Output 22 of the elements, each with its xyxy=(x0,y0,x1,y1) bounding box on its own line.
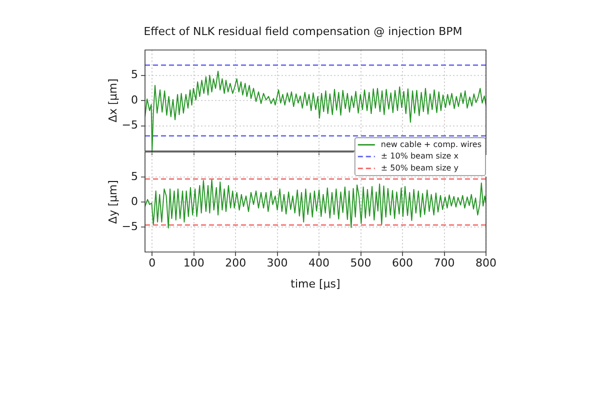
y-tick-label: −5 xyxy=(122,220,138,233)
y-tick-label: 0 xyxy=(131,194,138,208)
legend-label: new cable + comp. wires xyxy=(380,140,482,149)
legend-label: ± 10% beam size x xyxy=(380,152,459,161)
y-tick-label: 5 xyxy=(131,170,138,183)
y-tick-label: −5 xyxy=(122,118,138,132)
chart-title: Effect of NLK residual field compensation @ injection BPM xyxy=(144,24,462,38)
x-tick-label: 300 xyxy=(266,256,288,270)
x-tick-label: 400 xyxy=(308,256,330,270)
y-axis-title: Δx [μm] xyxy=(106,78,120,122)
x-tick-label: 700 xyxy=(434,256,455,270)
y-tick-label: 5 xyxy=(131,68,138,82)
x-tick-label: 200 xyxy=(225,256,246,270)
x-axis-title: time [μs] xyxy=(290,277,340,290)
x-tick-label: 500 xyxy=(350,256,372,270)
x-tick-label: 0 xyxy=(148,256,156,270)
y-axis-title: Δy [μm] xyxy=(106,180,120,224)
x-tick-label: 100 xyxy=(183,256,204,270)
x-tick-label: 600 xyxy=(392,256,414,270)
x-tick-label: 800 xyxy=(476,256,496,270)
legend-label: ± 50% beam size y xyxy=(380,163,459,172)
y-tick-label: 0 xyxy=(131,93,138,106)
